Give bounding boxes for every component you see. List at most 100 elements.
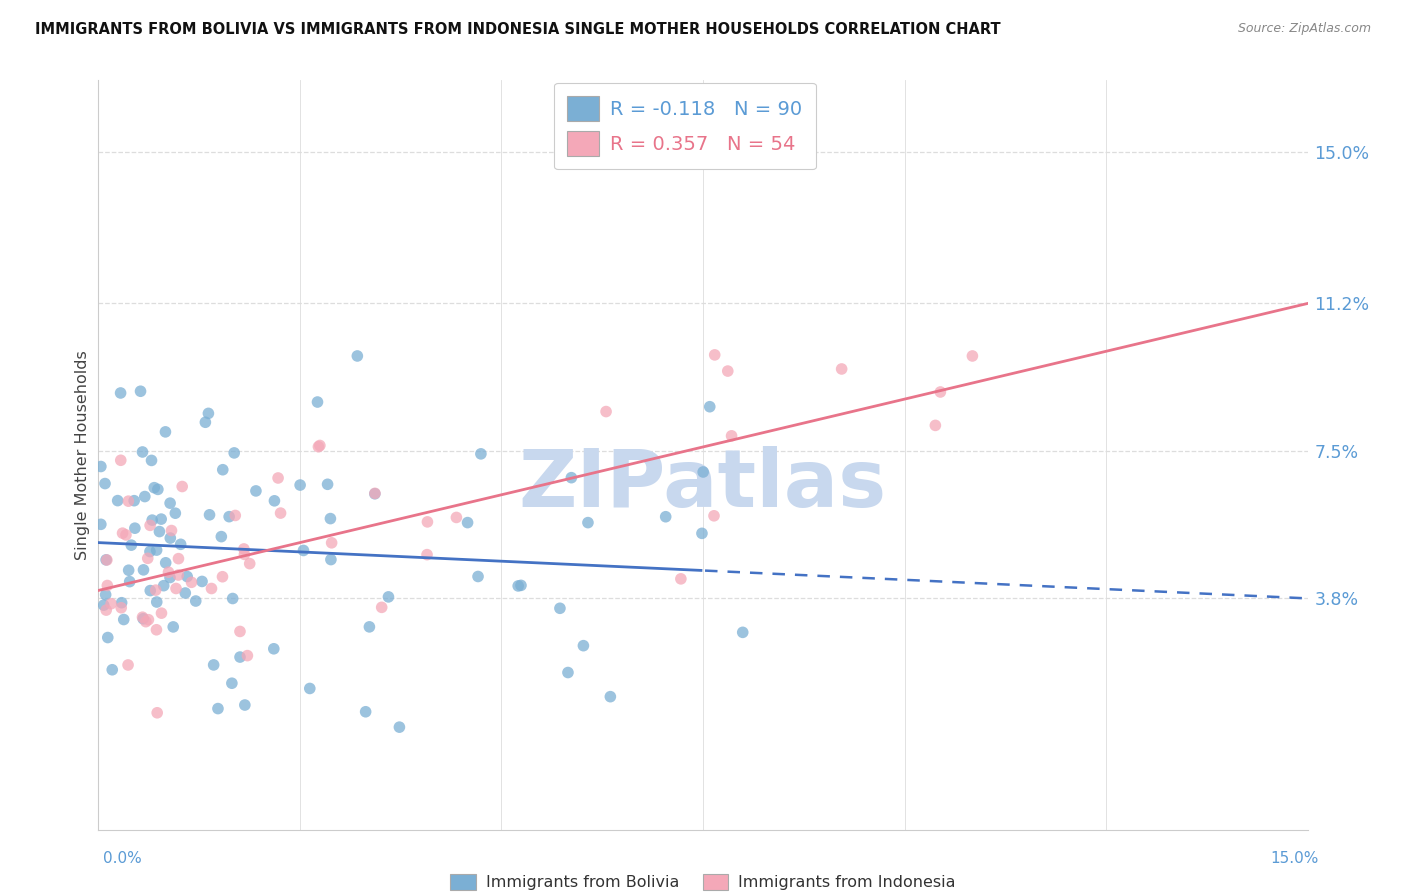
Point [692,465,714,479]
Point [136,551,159,566]
Point [145,583,167,598]
Text: ZIPatlas: ZIPatlas [519,446,887,524]
Point [94,588,117,602]
Point [191,574,214,589]
Point [145,543,167,558]
Point [595,404,617,418]
Point [470,447,492,461]
Point [224,508,246,523]
Point [132,612,155,626]
Point [731,625,754,640]
Text: 15.0%: 15.0% [1271,851,1319,865]
Point [97,631,120,645]
Point [288,478,311,492]
Point [118,574,141,589]
Point [572,639,595,653]
Point [131,445,153,459]
Point [557,665,579,680]
Point [93,598,115,612]
Point [115,528,138,542]
Point [364,487,387,501]
Point [831,362,853,376]
Point [263,493,285,508]
Point [720,429,742,443]
Point [197,406,219,420]
Text: 0.0%: 0.0% [103,851,142,865]
Point [245,483,267,498]
Point [148,524,170,539]
Point [690,526,713,541]
Point [924,418,946,433]
Point [134,490,156,504]
Point [118,563,141,577]
Point [388,720,411,734]
Point [236,648,259,663]
Point [100,597,122,611]
Point [110,453,132,467]
Point [135,615,157,629]
Point [319,511,342,525]
Point [232,541,254,556]
Point [377,590,399,604]
Point [194,415,217,429]
Point [267,471,290,485]
Point [298,681,321,696]
Point [703,508,725,523]
Point [132,563,155,577]
Point [94,476,117,491]
Point [152,579,174,593]
Point [145,595,167,609]
Point [184,594,207,608]
Point [162,620,184,634]
Point [263,641,285,656]
Point [548,601,571,615]
Point [270,506,292,520]
Point [111,526,134,541]
Point [218,509,240,524]
Point [112,613,135,627]
Point [308,438,330,452]
Legend: Immigrants from Bolivia, Immigrants from Indonesia: Immigrants from Bolivia, Immigrants from… [444,867,962,892]
Point [307,440,329,454]
Point [101,663,124,677]
Point [359,620,381,634]
Point [117,657,139,672]
Point [209,530,232,544]
Point [96,553,118,567]
Y-axis label: Single Mother Households: Single Mother Households [75,350,90,560]
Point [703,348,725,362]
Point [150,606,173,620]
Point [221,676,243,690]
Point [654,509,676,524]
Point [307,395,329,409]
Point [160,524,183,538]
Point [90,459,112,474]
Point [138,613,160,627]
Point [139,583,162,598]
Point [172,479,194,493]
Point [717,364,740,378]
Point [141,453,163,467]
Point [159,531,181,545]
Point [319,552,342,566]
Text: IMMIGRANTS FROM BOLIVIA VS IMMIGRANTS FROM INDONESIA SINGLE MOTHER HOUSEHOLDS CO: IMMIGRANTS FROM BOLIVIA VS IMMIGRANTS FR… [35,22,1001,37]
Point [576,516,599,530]
Point [198,508,221,522]
Point [224,446,246,460]
Point [120,538,142,552]
Point [207,701,229,715]
Point [599,690,621,704]
Point [316,477,339,491]
Point [143,481,166,495]
Point [180,575,202,590]
Point [94,553,117,567]
Point [96,603,118,617]
Point [211,570,233,584]
Point [239,557,262,571]
Point [457,516,479,530]
Point [346,349,368,363]
Point [446,510,468,524]
Text: Source: ZipAtlas.com: Source: ZipAtlas.com [1237,22,1371,36]
Point [167,568,190,582]
Point [211,463,233,477]
